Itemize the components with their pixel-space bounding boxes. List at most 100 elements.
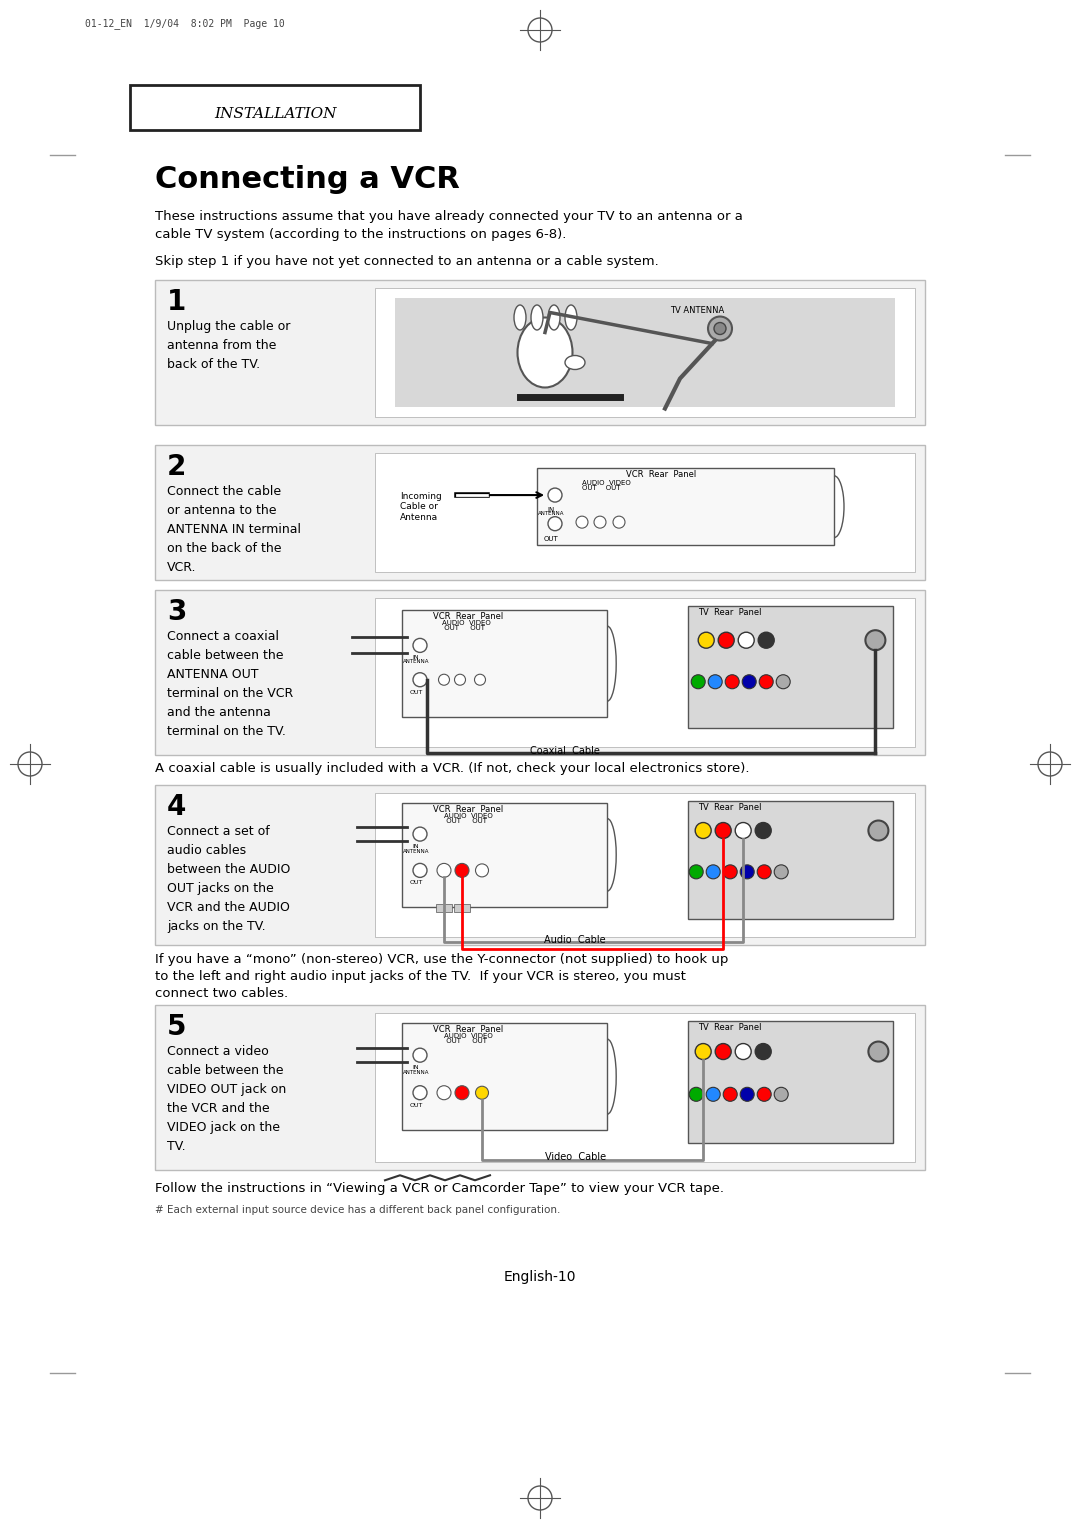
Circle shape: [865, 630, 886, 651]
Text: ANTENNA: ANTENNA: [403, 1070, 429, 1076]
FancyBboxPatch shape: [156, 1005, 924, 1170]
Text: to the left and right audio input jacks of the TV.  If your VCR is stereo, you m: to the left and right audio input jacks …: [156, 970, 686, 983]
Text: OUT     OUT: OUT OUT: [444, 817, 487, 824]
Text: VCR  Rear  Panel: VCR Rear Panel: [433, 1025, 503, 1034]
FancyBboxPatch shape: [375, 452, 915, 571]
FancyBboxPatch shape: [375, 793, 915, 937]
Ellipse shape: [565, 356, 585, 370]
Circle shape: [576, 516, 588, 529]
Text: OUT: OUT: [409, 1103, 422, 1108]
Text: TV  Rear  Panel: TV Rear Panel: [698, 1024, 761, 1031]
Text: Audio  Cable: Audio Cable: [544, 935, 606, 944]
Circle shape: [708, 675, 723, 689]
Circle shape: [724, 1088, 738, 1102]
Circle shape: [735, 1044, 752, 1059]
Text: Coaxial  Cable: Coaxial Cable: [530, 746, 600, 756]
Circle shape: [755, 822, 771, 839]
Circle shape: [735, 822, 752, 839]
Circle shape: [691, 675, 705, 689]
Text: # Each external input source device has a different back panel configuration.: # Each external input source device has …: [156, 1206, 561, 1215]
Text: 3: 3: [167, 597, 187, 626]
Circle shape: [759, 675, 773, 689]
Text: If you have a “mono” (non-stereo) VCR, use the Y-connector (not supplied) to hoo: If you have a “mono” (non-stereo) VCR, u…: [156, 953, 728, 966]
Circle shape: [437, 863, 451, 877]
Ellipse shape: [565, 306, 577, 330]
Text: OUT: OUT: [543, 536, 558, 542]
Circle shape: [774, 1088, 788, 1102]
Circle shape: [724, 865, 738, 879]
Text: 4: 4: [167, 793, 187, 821]
Text: Connecting a VCR: Connecting a VCR: [156, 165, 460, 194]
FancyBboxPatch shape: [436, 903, 453, 912]
FancyBboxPatch shape: [537, 468, 834, 545]
Circle shape: [413, 863, 427, 877]
Text: 2: 2: [167, 452, 187, 481]
Circle shape: [438, 674, 449, 685]
Ellipse shape: [514, 306, 526, 330]
FancyBboxPatch shape: [156, 590, 924, 755]
Circle shape: [413, 639, 427, 652]
Circle shape: [714, 322, 726, 335]
Circle shape: [757, 1088, 771, 1102]
FancyBboxPatch shape: [402, 1024, 607, 1131]
Circle shape: [455, 674, 465, 685]
Circle shape: [755, 1044, 771, 1059]
Text: IN: IN: [413, 1065, 419, 1070]
Text: Skip step 1 if you have not yet connected to an antenna or a cable system.: Skip step 1 if you have not yet connecte…: [156, 255, 659, 267]
Text: ANTENNA: ANTENNA: [403, 660, 429, 665]
Circle shape: [455, 863, 469, 877]
Text: Unplug the cable or
antenna from the
back of the TV.: Unplug the cable or antenna from the bac…: [167, 319, 291, 371]
FancyBboxPatch shape: [688, 1021, 893, 1143]
Text: 5: 5: [167, 1013, 187, 1041]
Circle shape: [455, 1086, 469, 1100]
FancyBboxPatch shape: [402, 610, 607, 717]
Text: A coaxial cable is usually included with a VCR. (If not, check your local electr: A coaxial cable is usually included with…: [156, 762, 750, 775]
FancyBboxPatch shape: [395, 298, 895, 406]
Text: ANTENNA: ANTENNA: [403, 850, 429, 854]
Text: Video  Cable: Video Cable: [544, 1152, 606, 1163]
Text: Connect the cable
or antenna to the
ANTENNA IN terminal
on the back of the
VCR.: Connect the cable or antenna to the ANTE…: [167, 484, 301, 575]
Circle shape: [474, 674, 486, 685]
Circle shape: [715, 1044, 731, 1059]
Text: English-10: English-10: [503, 1270, 577, 1284]
Circle shape: [708, 316, 732, 341]
Circle shape: [740, 1088, 754, 1102]
Circle shape: [706, 865, 720, 879]
Text: These instructions assume that you have already connected your TV to an antenna : These instructions assume that you have …: [156, 209, 743, 241]
Text: TV  Rear  Panel: TV Rear Panel: [698, 608, 761, 617]
Circle shape: [548, 516, 562, 530]
Circle shape: [740, 865, 754, 879]
Text: connect two cables.: connect two cables.: [156, 987, 288, 999]
Text: TV ANTENNA: TV ANTENNA: [670, 306, 725, 315]
Ellipse shape: [531, 306, 543, 330]
FancyBboxPatch shape: [375, 1013, 915, 1161]
FancyBboxPatch shape: [130, 86, 420, 130]
Text: IN: IN: [548, 507, 555, 513]
Circle shape: [475, 1086, 488, 1099]
Circle shape: [437, 1086, 451, 1100]
FancyBboxPatch shape: [454, 903, 470, 912]
Text: OUT     OUT: OUT OUT: [444, 1038, 487, 1044]
Text: ANTENNA: ANTENNA: [538, 510, 564, 516]
Circle shape: [689, 865, 703, 879]
Text: AUDIO  VIDEO: AUDIO VIDEO: [444, 813, 492, 819]
Circle shape: [725, 675, 739, 689]
Circle shape: [757, 865, 771, 879]
Circle shape: [413, 672, 427, 686]
Circle shape: [413, 1048, 427, 1062]
Circle shape: [413, 1086, 427, 1100]
Circle shape: [758, 633, 774, 648]
Circle shape: [413, 827, 427, 840]
FancyBboxPatch shape: [375, 597, 915, 747]
Circle shape: [548, 487, 562, 503]
Text: VCR  Rear  Panel: VCR Rear Panel: [626, 471, 697, 478]
Text: 01-12_EN  1/9/04  8:02 PM  Page 10: 01-12_EN 1/9/04 8:02 PM Page 10: [85, 18, 285, 29]
FancyBboxPatch shape: [156, 280, 924, 425]
Text: TV  Rear  Panel: TV Rear Panel: [698, 804, 761, 811]
Text: INSTALLATION: INSTALLATION: [214, 107, 336, 121]
Text: Connect a set of
audio cables
between the AUDIO
OUT jacks on the
VCR and the AUD: Connect a set of audio cables between th…: [167, 825, 291, 934]
Circle shape: [718, 633, 734, 648]
Text: Connect a video
cable between the
VIDEO OUT jack on
the VCR and the
VIDEO jack o: Connect a video cable between the VIDEO …: [167, 1045, 286, 1154]
Circle shape: [689, 1088, 703, 1102]
Text: IN: IN: [413, 843, 419, 850]
